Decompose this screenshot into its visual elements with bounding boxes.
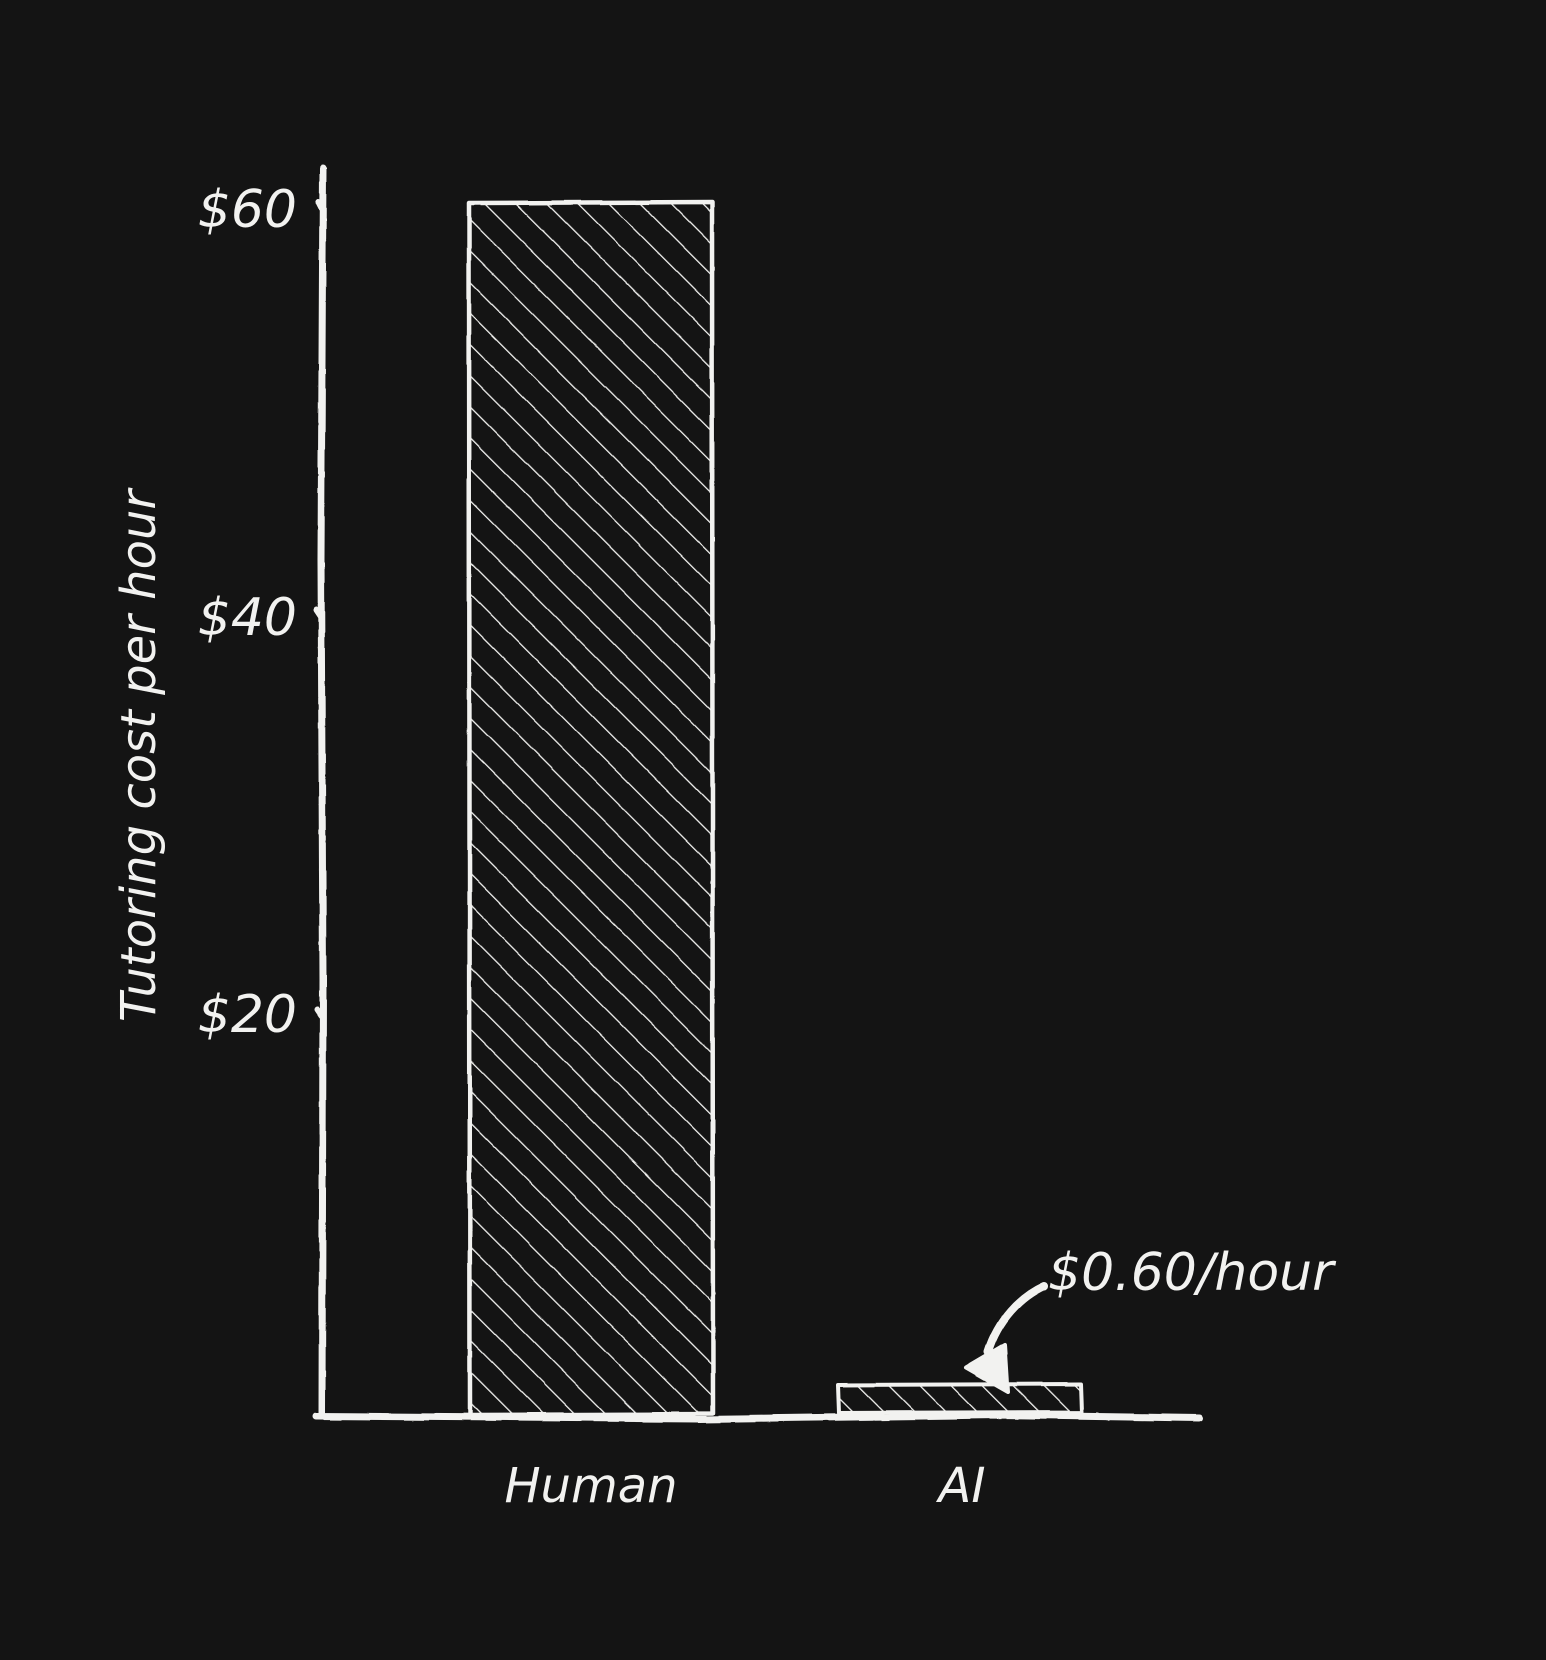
y-tick-40: [313, 606, 323, 618]
annotation-arrow: [964, 1282, 1048, 1394]
bar-ai-fill: [838, 1384, 1082, 1413]
y-tick-label-20: $20: [198, 985, 297, 1045]
x-label-ai: AI: [936, 1458, 986, 1514]
bar-human[interactable]: [466, 199, 716, 1418]
arrow-curve: [984, 1282, 1048, 1356]
y-axis-title: Tutoring cost per hour: [111, 487, 167, 1022]
y-tick-label-60: $60: [198, 180, 297, 240]
annotation-label: $0.60/hour: [1048, 1243, 1337, 1303]
bar-ai[interactable]: [836, 1382, 1084, 1415]
x-axis-line: [312, 1411, 1203, 1423]
arrow-head: [964, 1343, 1010, 1394]
y-tick-60: [315, 199, 324, 211]
bar-human-outline: [466, 199, 716, 1418]
y-tick-label-40: $40: [198, 588, 297, 648]
axes-group: [312, 164, 1203, 1423]
x-label-human: Human: [504, 1458, 677, 1514]
y-tick-20: [314, 1007, 324, 1019]
bar-human-fill: [469, 202, 713, 1415]
y-axis-line: [317, 164, 327, 1420]
